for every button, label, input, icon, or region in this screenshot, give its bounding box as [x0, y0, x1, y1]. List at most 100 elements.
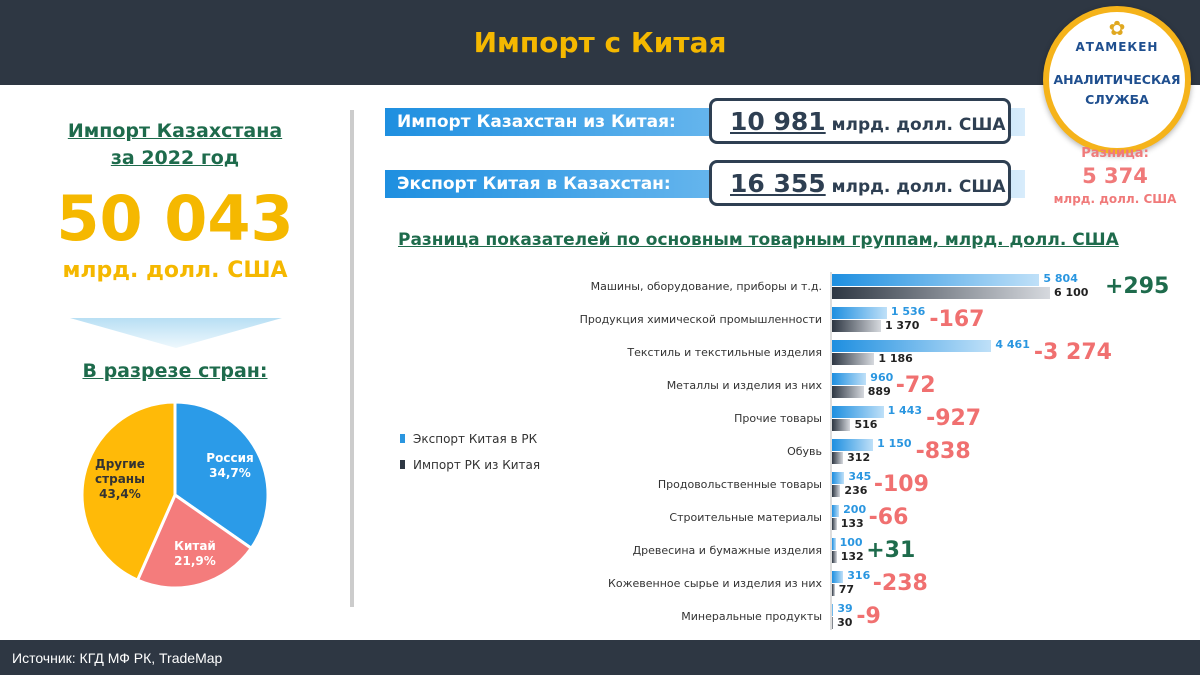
export-value: 345	[848, 470, 872, 483]
import-bar	[832, 485, 841, 497]
export-bar	[832, 274, 1040, 286]
export-value: 200	[843, 503, 867, 516]
difference-value: -66	[868, 505, 909, 530]
difference-value: -838	[915, 439, 971, 464]
logo-brand: АТАМЕКЕН	[1075, 40, 1159, 54]
kpi-export-value: 16 355	[730, 169, 826, 198]
export-value: 39	[837, 602, 853, 615]
import-value: 236	[844, 484, 868, 497]
category-label: Продукция химической промышленности	[579, 313, 822, 326]
chart-row: Минеральные продукты 39 30 -9	[0, 602, 1200, 635]
export-value: 1 150	[877, 437, 912, 450]
difference-value: -9	[856, 604, 881, 629]
category-label: Машины, оборудование, приборы и т.д.	[590, 280, 822, 293]
chart-axis	[830, 272, 832, 630]
chart-row: Продукция химической промышленности 1 53…	[0, 305, 1200, 338]
difference-value: -3 274	[1033, 340, 1112, 365]
export-bar	[832, 439, 874, 451]
chart-row: Металлы и изделия из них 960 889 -72	[0, 371, 1200, 404]
legend-import: Импорт РК из Китая	[400, 458, 540, 472]
export-bar	[832, 505, 840, 517]
import-value: 1 370	[884, 319, 920, 332]
difference-value: -167	[929, 307, 985, 332]
chart-row: Машины, оборудование, приборы и т.д. 5 8…	[0, 272, 1200, 305]
atameken-logo: ✿ АТАМЕКЕН АНАЛИТИЧЕСКАЯ СЛУЖБА	[1043, 6, 1191, 154]
difference-value: +31	[866, 538, 916, 563]
category-label: Строительные материалы	[669, 511, 822, 524]
import-bar	[832, 617, 834, 629]
page-title: Импорт с Китая	[473, 26, 727, 59]
difference-label: Разница:	[1081, 146, 1149, 161]
kpi-import-unit: млрд. долл. США	[831, 115, 1006, 135]
category-label: Текстиль и текстильные изделия	[627, 346, 822, 359]
export-value: 1 536	[890, 305, 926, 318]
divider	[350, 110, 354, 607]
category-label: Металлы и изделия из них	[666, 379, 822, 392]
import-bar	[832, 386, 864, 398]
import-value: 30	[837, 616, 853, 629]
export-bar	[832, 538, 836, 550]
export-bar	[832, 472, 845, 484]
difference-value: +295	[1105, 274, 1170, 299]
difference-value: -109	[873, 472, 929, 497]
footer-source: Источник: КГД МФ РК, TradeMap	[0, 640, 1200, 675]
import-bar	[832, 353, 875, 365]
down-arrow-icon	[70, 318, 282, 348]
chart-row: Обувь 1 150 312 -838	[0, 437, 1200, 470]
pie-label: 43,4%	[99, 487, 141, 501]
category-label: Минеральные продукты	[681, 610, 822, 623]
chart-row: Кожевенное сырье и изделия из них 316 77…	[0, 569, 1200, 602]
export-bar	[832, 373, 867, 385]
pie-label: страны	[95, 472, 145, 486]
total-import: 50 043	[56, 182, 294, 255]
kpi-export-box: 16 355 млрд. долл. США	[709, 160, 1011, 206]
pie-label: 34,7%	[209, 466, 251, 480]
kpi-import-box: 10 981 млрд. долл. США	[709, 98, 1011, 144]
export-value: 960	[870, 371, 894, 384]
pie-slice-0	[173, 400, 270, 551]
total-unit: млрд. долл. США	[62, 258, 288, 283]
import-bar	[832, 452, 844, 464]
import-value: 1 186	[878, 352, 913, 365]
import-value: 312	[847, 451, 871, 464]
import-value: 77	[838, 583, 855, 596]
kpi-import-value: 10 981	[730, 107, 826, 136]
export-value: 5 804	[1043, 272, 1078, 285]
pie-label: Россия	[206, 451, 253, 465]
import-value: 133	[840, 517, 864, 530]
import-bar	[832, 551, 837, 563]
chart-row: Строительные материалы 200 133 -66	[0, 503, 1200, 536]
category-label: Продовольственные товары	[657, 478, 822, 491]
difference-value: -927	[926, 406, 982, 431]
header-bar	[0, 0, 1200, 85]
pie-slice-2	[80, 400, 177, 583]
logo-service-2: СЛУЖБА	[1085, 92, 1149, 107]
chart-row: Древесина и бумажные изделия 100 132 +31	[0, 536, 1200, 569]
export-bar	[832, 406, 884, 418]
chart-row: Прочие товары 1 443 516 -927	[0, 404, 1200, 437]
pie-label: 21,9%	[174, 554, 216, 568]
chart-row: Продовольственные товары 345 236 -109	[0, 470, 1200, 503]
difference-value: -238	[872, 571, 928, 596]
logo-service-1: АНАЛИТИЧЕСКАЯ	[1053, 72, 1181, 87]
category-label: Кожевенное сырье и изделия из них	[608, 577, 822, 590]
kpi-export-unit: млрд. долл. США	[831, 177, 1006, 197]
chart-title: Разница показателей по основным товарным…	[398, 230, 1119, 250]
pie-label: Китай	[174, 539, 216, 553]
difference-value: 5 374	[1082, 164, 1148, 188]
export-bar	[832, 307, 887, 319]
logo-emblem-icon: ✿	[1108, 16, 1126, 40]
chart-row: Текстиль и текстильные изделия 4 461 1 1…	[0, 338, 1200, 371]
left-title: Импорт Казахстана за 2022 год	[67, 120, 283, 169]
export-value: 100	[839, 536, 863, 549]
export-value: 316	[847, 569, 871, 582]
category-label: Прочие товары	[734, 412, 822, 425]
import-value: 6 100	[1054, 286, 1089, 299]
category-label: Древесина и бумажные изделия	[632, 544, 822, 557]
export-bar	[832, 340, 992, 352]
countries-title: В разрезе стран:	[82, 360, 268, 382]
import-bar	[832, 419, 851, 431]
import-bar	[832, 320, 881, 332]
export-bar	[832, 571, 844, 583]
